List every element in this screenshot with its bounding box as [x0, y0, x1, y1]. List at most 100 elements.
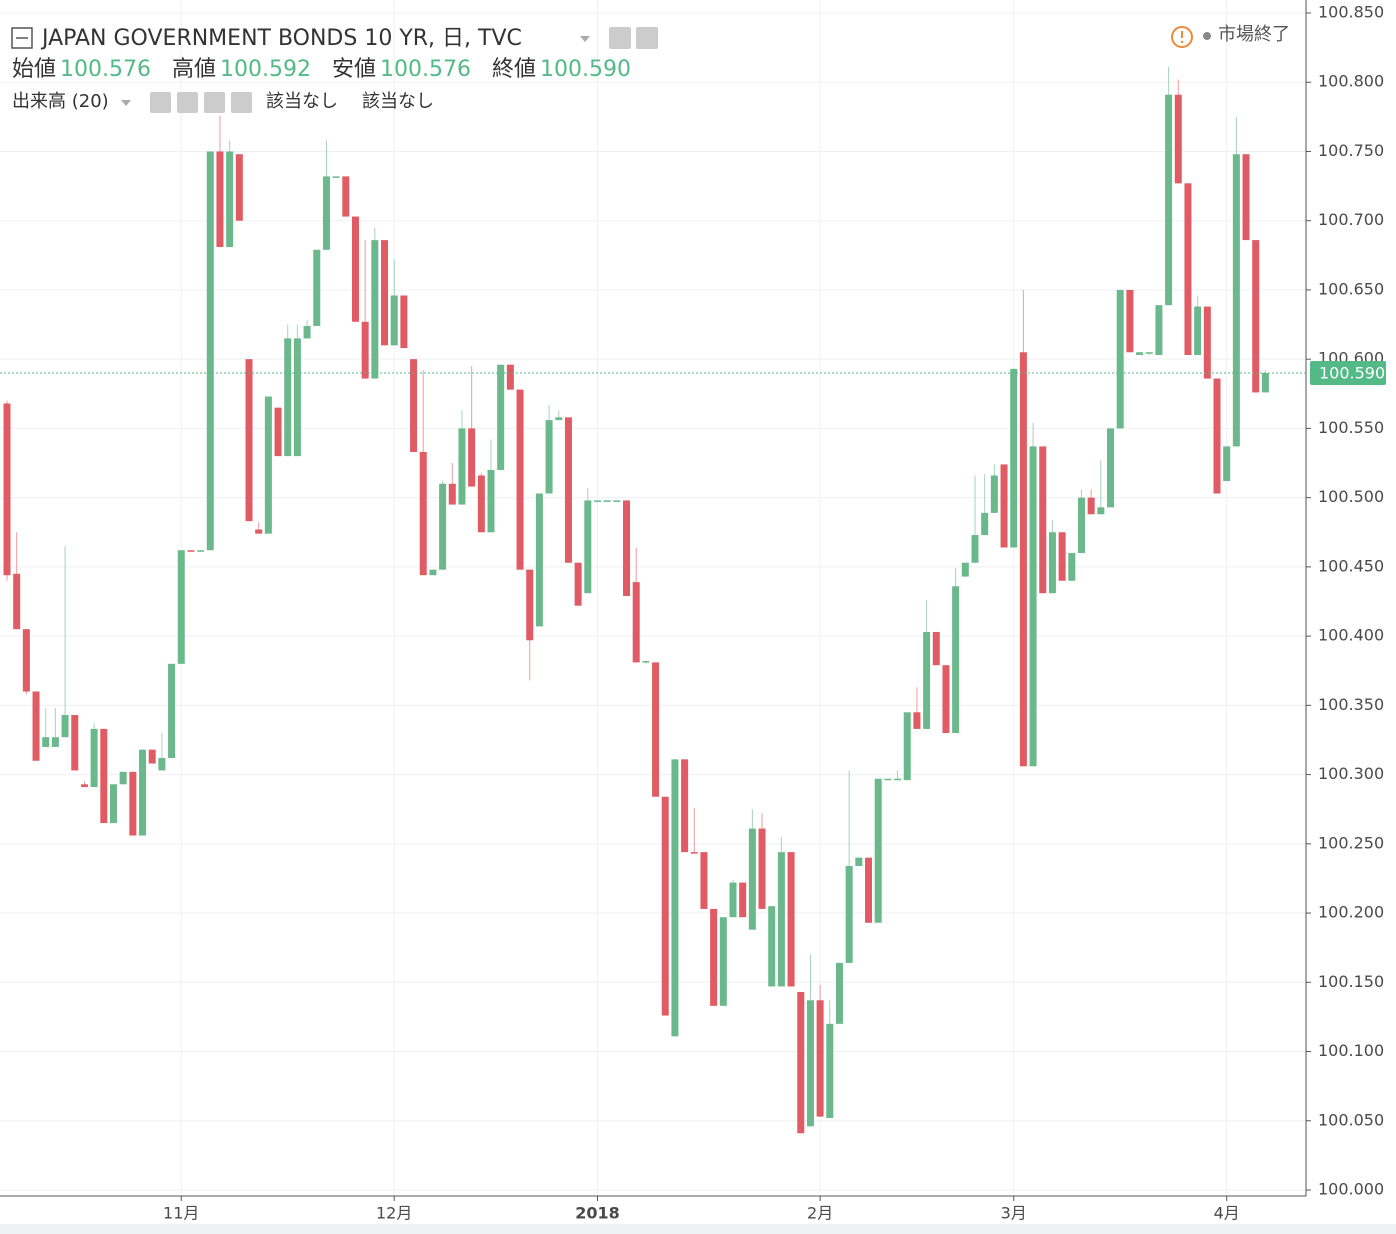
candle-body	[1097, 507, 1105, 515]
x-tick-label: 3月	[1001, 1204, 1027, 1223]
candle-body	[1213, 378, 1221, 494]
candle-body	[652, 662, 660, 797]
warning-icon[interactable]	[1171, 26, 1193, 48]
candle-body	[419, 451, 427, 576]
candle-body	[690, 852, 698, 854]
candle-body	[555, 417, 563, 421]
candle-body	[197, 550, 205, 552]
candle-body	[3, 403, 11, 576]
candle-body	[1048, 532, 1056, 594]
warning-dot	[1180, 40, 1184, 44]
status-dot	[1203, 32, 1211, 40]
candle-body	[1232, 154, 1240, 447]
candle-body	[1107, 428, 1115, 508]
candle-body	[913, 712, 921, 729]
y-tick-label: 100.450	[1318, 556, 1384, 575]
candle-body	[564, 417, 572, 563]
open-value: 100.576	[60, 57, 151, 82]
candle-body	[623, 500, 631, 596]
candle-body	[1029, 446, 1037, 767]
x-tick-label: 2018	[575, 1204, 620, 1223]
collapse-icon[interactable]	[11, 27, 33, 49]
y-tick-label: 100.700	[1318, 210, 1384, 229]
y-tick-label: 100.750	[1318, 141, 1384, 160]
candle-body	[816, 1000, 824, 1117]
candle-body	[187, 550, 195, 552]
low-value: 100.576	[380, 57, 471, 82]
candle-body	[758, 828, 766, 909]
symbol-title: JAPAN GOVERNMENT BONDS 10 YR, 日, TVC	[40, 26, 522, 51]
candle-body	[574, 562, 582, 606]
bottom-strip	[0, 1224, 1396, 1234]
candle-body	[613, 500, 621, 502]
candle-body	[923, 631, 931, 729]
candle-body	[1194, 306, 1202, 356]
candle-body	[1019, 352, 1027, 767]
y-tick-label: 100.250	[1318, 833, 1384, 852]
candle-body	[593, 500, 601, 502]
candle-body	[245, 359, 253, 522]
candle-body	[206, 151, 214, 551]
candle-body	[90, 728, 98, 788]
axis: 100.000 100.050 100.100 100.150 100.200 100.2…	[0, 3, 1386, 1223]
candle-body	[313, 249, 321, 326]
candle-body	[1058, 532, 1066, 581]
last-price-label: 100.590	[1319, 364, 1385, 383]
open-label: 始値	[12, 57, 56, 82]
candle-body	[148, 749, 156, 764]
candle-body	[32, 691, 40, 761]
add-icon[interactable]	[204, 92, 225, 113]
x-tick-label: 11月	[163, 1204, 199, 1223]
y-tick-label: 100.550	[1318, 418, 1384, 437]
dropdown-icon[interactable]	[580, 36, 590, 42]
candle-body	[439, 483, 447, 570]
candle-body	[1184, 183, 1192, 356]
candle-body	[526, 569, 534, 641]
candle-body	[158, 757, 166, 771]
candle-body	[1242, 154, 1250, 241]
x-tick-label: 4月	[1214, 1204, 1240, 1223]
candle-body	[1126, 289, 1134, 353]
candle-body	[303, 325, 311, 339]
low-label: 安値	[332, 57, 376, 82]
candle-body	[748, 828, 756, 930]
candle-body	[1116, 289, 1124, 429]
candle-body	[535, 493, 543, 627]
candle-body	[903, 712, 911, 781]
candle-body	[952, 586, 960, 734]
candle-body	[545, 420, 553, 494]
candle-body	[990, 475, 998, 513]
high-value: 100.592	[220, 57, 311, 82]
candle-body	[632, 582, 640, 663]
candle-body	[855, 857, 863, 866]
candle-body	[865, 857, 873, 923]
dropdown-icon[interactable]	[121, 100, 131, 106]
candle-body	[787, 852, 795, 987]
candle-body	[22, 629, 30, 692]
eye-icon[interactable]	[609, 27, 631, 49]
y-tick-label: 100.150	[1318, 972, 1384, 991]
candle-body	[516, 389, 524, 570]
candle-body	[981, 512, 989, 536]
candle-body	[410, 359, 418, 452]
eye-icon[interactable]	[150, 92, 171, 113]
candle-body	[845, 865, 853, 963]
candle-body	[835, 962, 843, 1024]
candle-body	[739, 882, 747, 918]
candle-body	[13, 573, 21, 630]
settings-icon[interactable]	[177, 92, 198, 113]
candle-body	[768, 906, 776, 987]
candle-body	[342, 176, 350, 217]
candle-body	[584, 500, 592, 594]
candle-body	[1087, 497, 1095, 515]
close-value: 100.590	[540, 57, 631, 82]
candle-body	[293, 338, 301, 457]
candle-body	[710, 908, 718, 1006]
candle-body	[506, 364, 514, 390]
close-icon[interactable]	[231, 92, 252, 113]
settings-icon[interactable]	[636, 27, 658, 49]
candle-body	[274, 407, 282, 457]
last-price-box	[1310, 361, 1386, 386]
candle-body	[971, 535, 979, 563]
candle-body	[235, 154, 243, 221]
